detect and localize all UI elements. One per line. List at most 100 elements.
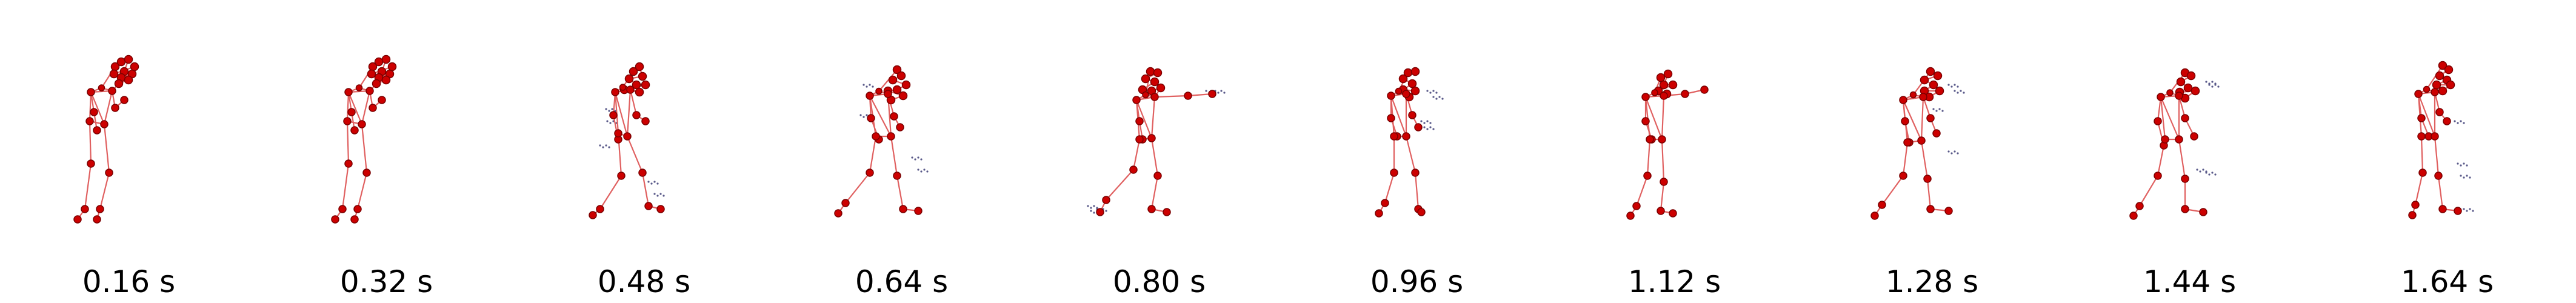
joint-rsh bbox=[1402, 90, 1410, 98]
motion-trace-dot bbox=[1950, 85, 1953, 88]
joint-rel bbox=[632, 111, 641, 119]
motion-trace-dot bbox=[1954, 150, 1956, 153]
joint-lha bbox=[350, 126, 359, 135]
right-torso-bone bbox=[1920, 96, 1924, 141]
joint-lha bbox=[93, 126, 101, 135]
motion-trace-dot bbox=[1429, 122, 1432, 124]
motion-trace-dot bbox=[1426, 90, 1429, 92]
motion-trace-dot bbox=[2454, 120, 2456, 122]
motion-trace-dot bbox=[1435, 98, 1438, 100]
motion-trace-dot bbox=[866, 114, 868, 116]
joint-lan bbox=[1381, 199, 1389, 207]
joint-lsh bbox=[1132, 96, 1141, 104]
joint-lft bbox=[1096, 208, 1104, 216]
right-thigh-bone bbox=[1661, 139, 1665, 182]
joint-lel bbox=[2417, 114, 2426, 122]
motion-trace-dot bbox=[647, 181, 650, 183]
motion-trace-dot bbox=[1932, 108, 1935, 110]
motion-trace-dot bbox=[1441, 98, 1444, 100]
head-joint bbox=[1156, 83, 1166, 93]
torso-cross-bone bbox=[1390, 95, 1407, 137]
motion-trace-dot bbox=[662, 195, 665, 197]
joint-rkn bbox=[362, 168, 371, 177]
joint-lsh bbox=[2414, 90, 2423, 98]
joint-lel bbox=[1901, 117, 1909, 125]
joint-lft bbox=[589, 211, 597, 219]
joint-lsh bbox=[1387, 92, 1395, 100]
joint-rhip bbox=[1658, 135, 1666, 144]
joint-ran bbox=[2181, 205, 2189, 213]
torso-cross-bone bbox=[869, 95, 892, 137]
motion-trace-dot bbox=[1960, 90, 1962, 92]
torso-cross-bone bbox=[1135, 99, 1153, 139]
motion-trace-dot bbox=[1087, 205, 1089, 207]
pose-frame: 0.16 s bbox=[0, 0, 258, 303]
motion-trace-dot bbox=[1947, 84, 1950, 86]
joint-rel bbox=[1184, 92, 1192, 100]
head-joint bbox=[124, 75, 133, 85]
skeleton-figure bbox=[1626, 69, 1709, 220]
right-thigh-bone bbox=[2178, 139, 2186, 179]
head-joint bbox=[109, 69, 119, 79]
motion-trace-dot bbox=[2202, 168, 2204, 171]
joint-lan bbox=[1878, 201, 1886, 209]
joint-lan bbox=[1102, 196, 1110, 204]
frame-time-label: 0.32 s bbox=[339, 264, 433, 299]
left-shin-bone bbox=[2414, 172, 2424, 205]
joint-lft bbox=[834, 209, 843, 218]
right-torso-bone bbox=[103, 90, 113, 125]
motion-trace-dot bbox=[926, 170, 929, 173]
motion-trace-dot bbox=[599, 144, 601, 147]
motion-trace-dot bbox=[1954, 84, 1956, 86]
motion-trace-dot bbox=[2472, 210, 2474, 212]
pose-frame: 0.96 s bbox=[1288, 0, 1546, 303]
frame-time-label: 0.16 s bbox=[82, 264, 176, 299]
pose-frame: 0.80 s bbox=[1030, 0, 1288, 303]
joint-ran bbox=[644, 202, 653, 210]
motion-trace-dot bbox=[917, 156, 919, 159]
joint-rkn bbox=[638, 168, 647, 177]
right-torso-bone bbox=[1150, 96, 1156, 139]
motion-trace-dot bbox=[1957, 85, 1959, 88]
motion-trace-dot bbox=[863, 116, 865, 118]
motion-trace-dot bbox=[608, 110, 610, 112]
left-thigh-bone bbox=[1902, 142, 1909, 176]
joint-rkn bbox=[1923, 175, 1932, 183]
motion-trace-dot bbox=[2208, 173, 2211, 176]
motion-trace-dot bbox=[2205, 171, 2207, 174]
head-joint bbox=[2186, 71, 2196, 81]
motion-trace-dot bbox=[659, 193, 662, 195]
joint-rha bbox=[120, 96, 128, 104]
joint-lft bbox=[73, 215, 82, 224]
head-joint bbox=[372, 79, 381, 88]
joint-rel bbox=[2435, 108, 2444, 116]
neck-joint bbox=[1909, 91, 1917, 99]
motion-trace-dot bbox=[1950, 152, 1953, 155]
motion-trace-dot bbox=[608, 146, 610, 148]
head-joint bbox=[2176, 77, 2186, 87]
joint-rhip bbox=[100, 120, 108, 128]
joint-lkn bbox=[344, 159, 353, 168]
torso-cross-bone bbox=[347, 92, 363, 125]
head-joint bbox=[1656, 73, 1666, 82]
motion-trace-dot bbox=[914, 158, 916, 161]
joint-ran bbox=[1926, 205, 1935, 213]
joint-lhip bbox=[85, 117, 94, 125]
joint-lkn bbox=[1643, 171, 1652, 180]
joint-lft bbox=[1375, 209, 1383, 218]
torso-cross-bone bbox=[90, 92, 105, 125]
motion-trace-dot bbox=[920, 158, 923, 161]
motion-trace-dot bbox=[2214, 173, 2217, 176]
joint-lhip bbox=[2417, 132, 2426, 141]
joint-rha bbox=[1700, 85, 1709, 94]
joint-rft bbox=[656, 205, 665, 213]
joint-rkn bbox=[1411, 168, 1420, 177]
right-torso-bone bbox=[361, 90, 371, 125]
left-torso-bone bbox=[614, 92, 619, 134]
right-shin-bone bbox=[356, 172, 368, 210]
motion-trace-dot bbox=[1223, 92, 1226, 94]
joint-rft bbox=[1163, 208, 1171, 216]
frame-time-label: 1.44 s bbox=[2143, 264, 2237, 299]
motion-trace-dot bbox=[1429, 126, 1432, 128]
motion-trace-dot bbox=[2466, 164, 2468, 167]
